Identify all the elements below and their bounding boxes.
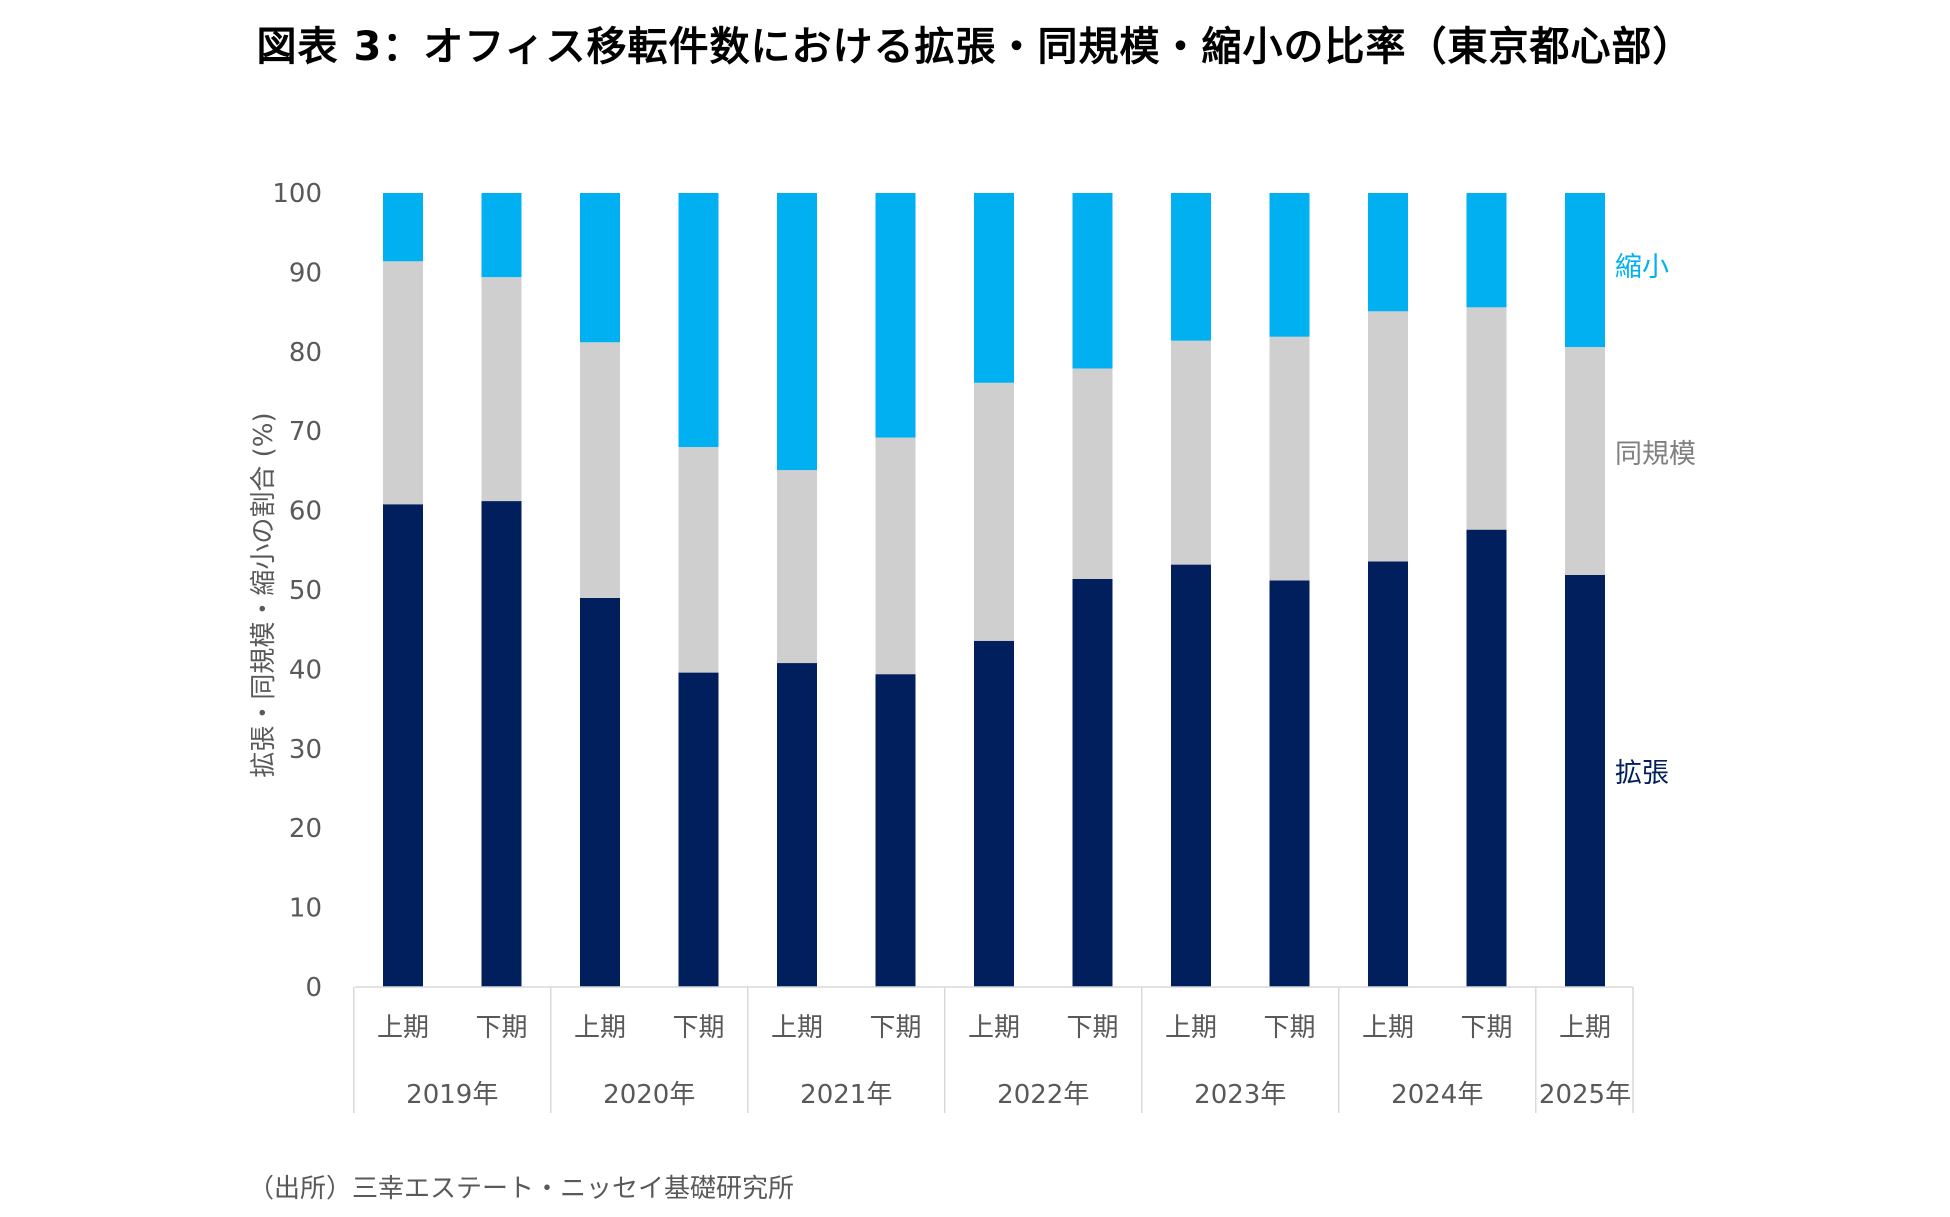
y-tick-label: 50: [289, 576, 322, 606]
y-tick-label: 0: [305, 973, 322, 1003]
x-tick-label: 上期: [1559, 1013, 1611, 1043]
bar-segment-expand: [974, 640, 1014, 987]
bar-segment-same-size: [1565, 347, 1605, 575]
x-tick-label: 下期: [475, 1013, 527, 1043]
bar-segment-expand: [875, 674, 916, 987]
y-tick-label: 60: [289, 497, 322, 527]
bar-segment-shrink: [1466, 193, 1507, 308]
y-axis-title: 拡張・同規模・縮小の割合 (%): [249, 412, 279, 777]
bar-segment-expand: [580, 597, 620, 987]
bar-segment-same-size: [1171, 340, 1211, 565]
y-tick-label: 90: [289, 258, 322, 288]
x-group-label: 2024年: [1391, 1080, 1483, 1110]
bar-segment-shrink: [1368, 193, 1408, 312]
bar-segment-shrink: [678, 193, 719, 448]
source-note: （出所）三幸エステート・ニッセイ基礎研究所: [248, 1174, 795, 1204]
bar-segment-expand: [1171, 564, 1211, 987]
x-tick-label: 上期: [1165, 1013, 1217, 1043]
legend-label: 拡張: [1615, 758, 1669, 789]
bar-segment-same-size: [974, 382, 1014, 641]
bar-segment-shrink: [875, 193, 916, 438]
bar-segment-expand: [383, 504, 423, 987]
x-tick-label: 上期: [968, 1013, 1020, 1043]
bar-segment-same-size: [678, 447, 719, 673]
bar-segment-same-size: [383, 261, 423, 505]
bar-segment-expand: [678, 672, 719, 987]
bar-segment-shrink: [481, 193, 522, 278]
bar-area: [383, 193, 1605, 987]
legend-label: 縮小: [1615, 252, 1669, 283]
y-tick-label: 30: [289, 735, 322, 765]
bar-segment-same-size: [580, 342, 620, 598]
bar-segment-same-size: [1269, 336, 1310, 581]
bar-segment-shrink: [1072, 193, 1113, 369]
bar-segment-expand: [481, 501, 522, 987]
x-tick-label: 下期: [1263, 1013, 1315, 1043]
bar-segment-expand: [1072, 578, 1113, 987]
legend-label: 同規模: [1615, 439, 1696, 470]
x-tick-label: 上期: [1362, 1013, 1414, 1043]
x-group-label: 2025年: [1539, 1080, 1631, 1110]
x-tick-label: 上期: [377, 1013, 429, 1043]
bar-segment-expand: [1466, 529, 1507, 987]
y-tick-label: 70: [289, 417, 322, 447]
bar-segment-same-size: [481, 277, 522, 502]
bar-segment-same-size: [875, 437, 916, 675]
x-tick-label: 下期: [1460, 1013, 1512, 1043]
x-group-label: 2023年: [1194, 1080, 1286, 1110]
bar-segment-expand: [1368, 561, 1408, 987]
y-tick-label: 80: [289, 338, 322, 368]
x-tick-label: 下期: [1066, 1013, 1118, 1043]
bar-segment-expand: [1269, 580, 1310, 987]
bar-segment-expand: [1565, 574, 1605, 987]
bar-segment-shrink: [1565, 193, 1605, 348]
x-tick-label: 下期: [672, 1013, 724, 1043]
bar-segment-same-size: [1072, 368, 1113, 579]
x-tick-label: 上期: [574, 1013, 626, 1043]
y-tick-label: 100: [272, 179, 322, 209]
bar-segment-shrink: [1269, 193, 1310, 337]
bar-segment-shrink: [777, 193, 817, 471]
bar-segment-same-size: [1466, 307, 1507, 530]
y-tick-label: 40: [289, 655, 322, 685]
x-group-label: 2022年: [997, 1080, 1089, 1110]
page-title: 図表 3：オフィス移転件数における拡張・同規模・縮小の比率（東京都心部）: [256, 24, 1694, 70]
y-tick-label: 20: [289, 814, 322, 844]
bar-segment-same-size: [777, 470, 817, 664]
bar-segment-shrink: [974, 193, 1014, 383]
x-group-label: 2021年: [800, 1080, 892, 1110]
x-axis: 2019年 2020年 2021年 2022年 2023年 2024年 2025年 上期 下期 上…: [353, 986, 1634, 1113]
x-tick-label: 上期: [771, 1013, 823, 1043]
x-group-label: 2019年: [406, 1080, 498, 1110]
bar-segment-shrink: [580, 193, 620, 343]
y-tick-label: 10: [289, 894, 322, 924]
y-axis: 0 10 20 30 40 50 60 70 80 90 100: [272, 179, 322, 1003]
x-tick-label: 下期: [869, 1013, 921, 1043]
x-group-label: 2020年: [603, 1080, 695, 1110]
bar-segment-expand: [777, 663, 817, 987]
bar-segment-shrink: [1171, 193, 1211, 341]
bar-segment-same-size: [1368, 311, 1408, 562]
bar-segment-shrink: [383, 193, 423, 262]
